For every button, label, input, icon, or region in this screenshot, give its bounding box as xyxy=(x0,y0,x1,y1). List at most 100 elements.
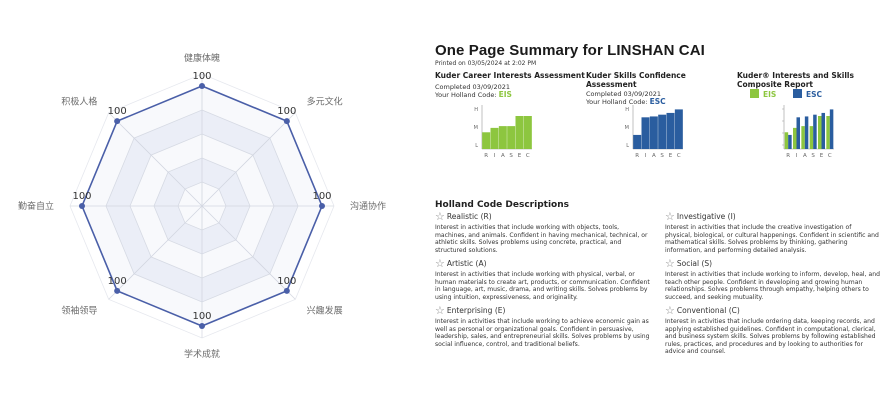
code-card-realistic: ☆ Realistic (R) Interest in activities th… xyxy=(435,210,650,254)
radar-axis-label: 多元文化 xyxy=(307,95,343,107)
chart-bar xyxy=(826,116,830,149)
chart-x-tick-label: C xyxy=(828,153,832,159)
radar-value-label: 100 xyxy=(72,191,91,202)
page-title: One Page Summary for LINSHAN CAI xyxy=(435,42,705,59)
completed-date: Completed 03/09/2021 xyxy=(435,83,510,91)
chart-y-tick-label: M xyxy=(474,125,478,131)
chart-bar xyxy=(788,134,792,149)
radar-axis-line xyxy=(108,112,203,207)
chart-x-tick-label: C xyxy=(677,153,681,159)
chart-x-tick-label: R xyxy=(635,153,639,159)
code-name: Enterprising (E) xyxy=(446,306,506,315)
chart-x-tick-label: E xyxy=(669,153,673,159)
chart-bar xyxy=(523,116,532,149)
radar-value-label: 100 xyxy=(312,191,331,202)
chart-x-tick-label: I xyxy=(645,153,647,159)
code-name: Social (S) xyxy=(676,259,713,268)
chart-x-tick-label: I xyxy=(796,153,798,159)
code-description: Interest in activities that include work… xyxy=(665,271,880,301)
star-icon: ☆ xyxy=(435,257,445,270)
radar-axis-label: 勤奋自立 xyxy=(18,200,54,212)
chart-bar xyxy=(793,127,797,149)
completed-date: Completed 03/09/2021 xyxy=(586,90,661,98)
radar-value-label: 100 xyxy=(108,276,127,287)
composite-report-block: Kuder® Interests and Skills Composite Re… xyxy=(737,71,854,89)
chart-y-tick-label: L xyxy=(626,143,629,149)
chart-x-tick-label: E xyxy=(820,153,824,159)
radar-axis-label: 领袖领导 xyxy=(61,305,97,317)
assessment-title-line2: Composite Report xyxy=(737,80,813,89)
legend-label: EIS xyxy=(763,90,777,99)
holland-code-line: Your Holland Code: ESC xyxy=(586,97,686,107)
chart-x-tick-label: E xyxy=(518,153,522,159)
assessment-title: Kuder® Interests and Skills xyxy=(737,71,854,80)
code-description: Interest in activities that include work… xyxy=(435,224,648,254)
radar-axis-line xyxy=(201,205,296,300)
chart-y-tick-label: H xyxy=(474,107,478,113)
descriptions-heading: Holland Code Descriptions xyxy=(435,200,569,210)
code-name: Realistic (R) xyxy=(446,212,492,221)
radar-value-label: 100 xyxy=(192,311,211,322)
career-interests-block: Kuder Career Interests Assessment Comple… xyxy=(435,71,585,99)
code-card-artistic: ☆ Artistic (A) Interest in activities tha… xyxy=(435,257,650,301)
radar-axes xyxy=(70,74,334,338)
legend-item-esc: ESC xyxy=(792,89,822,99)
printed-timestamp: Printed on 03/05/2024 at 2:02 PM xyxy=(435,60,537,67)
code-name: Conventional (C) xyxy=(676,306,740,315)
radar-point xyxy=(79,203,85,209)
chart-bar xyxy=(804,116,809,149)
radar-value-label: 100 xyxy=(277,276,296,287)
chart-bar xyxy=(515,116,524,149)
code-card-enterprising: ☆ Enterprising (E) Interest in activities… xyxy=(435,305,650,348)
chart-bar xyxy=(818,116,822,149)
radar-value-label: 100 xyxy=(192,71,211,82)
chart-y-tick-label: M xyxy=(625,125,629,131)
radar-labels: 100 健康体魄 100 多元文化 100 沟通协作 100 兴趣发展 100 学术成就 100 领袖… xyxy=(18,52,386,360)
chart-bar xyxy=(633,134,642,149)
chart-bar xyxy=(507,126,516,149)
code-card-social: ☆ Social (S) Interest in activities that … xyxy=(665,258,880,301)
chart-x-tick-label: S xyxy=(811,153,815,159)
assessment-title: Kuder Career Interests Assessment xyxy=(435,71,585,80)
chart-x-tick-label: A xyxy=(803,153,807,159)
chart-x-tick-label: C xyxy=(526,153,530,159)
radar-chart: 100 健康体魄 100 多元文化 100 沟通协作 100 兴趣发展 100 学术成就 100 领袖… xyxy=(18,52,386,360)
chart-bar xyxy=(482,132,491,149)
radar-point xyxy=(114,118,121,125)
skills-confidence-chart: H M LR I A S E C xyxy=(625,105,683,159)
radar-point xyxy=(199,83,205,89)
summary-panel: One Page Summary for LINSHAN CAI Printed… xyxy=(433,40,883,406)
radar-axis-label: 积极人格 xyxy=(61,95,97,107)
code-card-conventional: ☆ Conventional (C) Interest in activities… xyxy=(665,305,880,356)
holland-code: ESC xyxy=(649,97,666,106)
composite-legend: EIS ESC xyxy=(750,89,822,99)
radar-value-label: 100 xyxy=(108,106,127,117)
radar-axis-label: 学术成就 xyxy=(184,348,220,360)
chart-x-tick-label: S xyxy=(509,153,513,159)
radar-series xyxy=(79,83,325,329)
radar-point xyxy=(319,203,325,209)
chart-x-tick-label: S xyxy=(660,153,664,159)
chart-bar xyxy=(829,109,834,149)
legend-label: ESC xyxy=(805,90,822,99)
legend-item-eis: EIS xyxy=(750,89,777,99)
skills-confidence-block: Kuder Skills Confidence Assessment Compl… xyxy=(586,71,686,106)
assessment-title-line2: Assessment xyxy=(586,80,637,89)
chart-y-tick-label: H xyxy=(625,107,629,113)
chart-bar xyxy=(498,126,507,149)
radar-point xyxy=(283,118,290,125)
chart-x-tick-label: R xyxy=(786,153,790,159)
star-icon: ☆ xyxy=(665,210,675,223)
code-description: Interest in activities that include orde… xyxy=(665,318,876,355)
code-card-investigative: ☆ Investigative (I) Interest in activitie… xyxy=(665,210,880,254)
radar-axis-line xyxy=(201,112,296,207)
code-description: Interest in activities that include work… xyxy=(435,318,650,348)
chart-x-tick-label: A xyxy=(501,153,505,159)
chart-bar xyxy=(809,126,814,149)
legend-swatch xyxy=(750,89,759,98)
radar-point xyxy=(114,287,121,294)
radar-point xyxy=(199,323,205,329)
radar-axis-label: 兴趣发展 xyxy=(307,305,343,317)
star-icon: ☆ xyxy=(435,210,445,223)
